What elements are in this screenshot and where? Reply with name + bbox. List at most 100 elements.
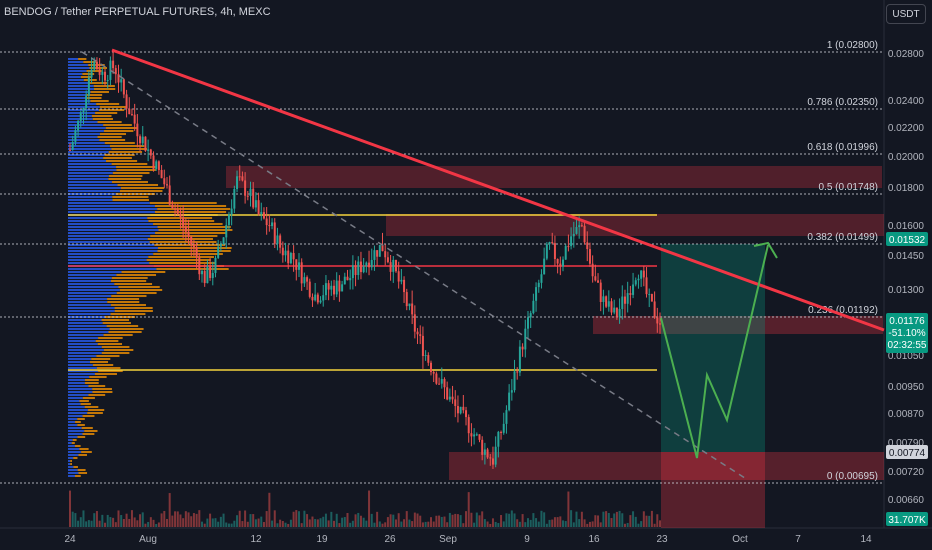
vp-bar-sell xyxy=(148,256,214,258)
candle-body xyxy=(551,242,554,244)
volume-bar xyxy=(192,513,195,527)
vp-bar-sell xyxy=(157,226,231,228)
currency-button[interactable]: USDT xyxy=(886,4,926,24)
vp-bar-buy xyxy=(68,325,107,327)
candle-body xyxy=(489,457,492,459)
candle-body xyxy=(225,225,228,238)
vp-bar-sell xyxy=(86,97,102,99)
candle-body xyxy=(629,293,632,295)
vp-bar-buy xyxy=(68,448,80,450)
vp-bar-sell xyxy=(112,172,150,174)
candle-body xyxy=(222,237,225,245)
candle-body xyxy=(424,355,427,357)
volume-bar xyxy=(626,522,629,527)
projection-arrow xyxy=(660,244,769,459)
volume-bar xyxy=(136,520,139,527)
volume-bar xyxy=(602,511,605,527)
vp-bar-buy xyxy=(68,376,90,378)
volume-bar xyxy=(427,521,430,527)
resistance-zone-upper xyxy=(226,166,882,188)
vp-bar-sell xyxy=(146,259,211,261)
candle-body xyxy=(268,225,271,227)
vp-bar-sell xyxy=(103,130,134,132)
vp-bar-sell xyxy=(74,445,81,447)
vp-bar-buy xyxy=(68,262,150,264)
volume-bar xyxy=(615,511,618,527)
volume-bar xyxy=(319,518,322,527)
candle-body xyxy=(537,282,540,288)
candle-body xyxy=(190,236,193,245)
candle-body xyxy=(605,296,608,307)
candle-body xyxy=(640,270,643,279)
volume-bar xyxy=(238,510,241,527)
candle-body xyxy=(591,263,594,277)
volume-bar xyxy=(637,523,640,527)
candle-body xyxy=(615,307,618,317)
vp-bar-sell xyxy=(84,379,99,381)
vp-bar-buy xyxy=(68,223,154,225)
candle-body xyxy=(136,123,139,137)
vp-bar-sell xyxy=(103,124,132,126)
vp-bar-buy xyxy=(68,133,100,135)
long-stop-zone xyxy=(661,452,765,528)
vp-bar-buy xyxy=(68,91,91,93)
candle-body xyxy=(182,217,185,227)
candle-body xyxy=(648,294,651,296)
candle-body xyxy=(125,94,128,109)
candle-body xyxy=(82,108,85,113)
vp-bar-sell xyxy=(119,190,163,192)
candle-body xyxy=(580,225,583,227)
volume-bar xyxy=(613,513,616,527)
volume-bar xyxy=(273,510,276,527)
volume-bar xyxy=(343,517,346,527)
long-target-zone xyxy=(661,244,765,452)
vp-bar-sell xyxy=(115,193,155,195)
volume-bar xyxy=(653,523,656,527)
volume-bar xyxy=(529,519,532,527)
vp-bar-buy xyxy=(68,268,157,270)
vp-bar-sell xyxy=(82,73,95,75)
candle-body xyxy=(133,114,136,124)
vp-bar-sell xyxy=(109,145,145,147)
price-badge-volume xyxy=(886,512,928,526)
volume-bar xyxy=(163,510,166,527)
candle-body xyxy=(362,266,365,273)
candle-body xyxy=(93,61,96,70)
volume-bar xyxy=(642,511,645,527)
vp-bar-sell xyxy=(116,274,157,276)
candle-body xyxy=(341,284,344,292)
volume-bar xyxy=(316,519,319,527)
candle-body xyxy=(459,406,462,414)
volume-bar xyxy=(77,520,80,527)
candle-body xyxy=(659,323,661,325)
candle-body xyxy=(513,371,516,391)
vp-bar-buy xyxy=(68,388,93,390)
volume-bar xyxy=(276,523,279,527)
candle-body xyxy=(376,250,379,257)
vp-bar-buy xyxy=(68,355,97,357)
volume-bar xyxy=(394,519,397,527)
volume-bar xyxy=(341,517,344,527)
vp-bar-buy xyxy=(68,241,150,243)
vp-bar-sell xyxy=(116,169,156,171)
vp-bar-buy xyxy=(68,232,156,234)
vp-bar-sell xyxy=(117,184,159,186)
vp-bar-buy xyxy=(68,235,151,237)
volume-bar xyxy=(438,515,441,527)
fib-label-0.382: 0.382 (0.01499) xyxy=(807,232,878,243)
price-tick: 0.01050 xyxy=(888,351,925,362)
volume-bar xyxy=(462,523,465,527)
vp-bar-sell xyxy=(104,142,135,144)
candle-body xyxy=(139,136,142,144)
volume-bar xyxy=(359,515,362,527)
volume-bar xyxy=(333,520,336,527)
time-tick: 12 xyxy=(250,534,262,545)
volume-bar xyxy=(500,515,503,527)
volume-bar xyxy=(93,513,96,527)
vp-bar-sell xyxy=(158,247,232,249)
volume-bar xyxy=(284,522,287,527)
candle-body xyxy=(408,303,411,307)
candle-body xyxy=(295,259,298,270)
vp-bar-buy xyxy=(68,373,95,375)
